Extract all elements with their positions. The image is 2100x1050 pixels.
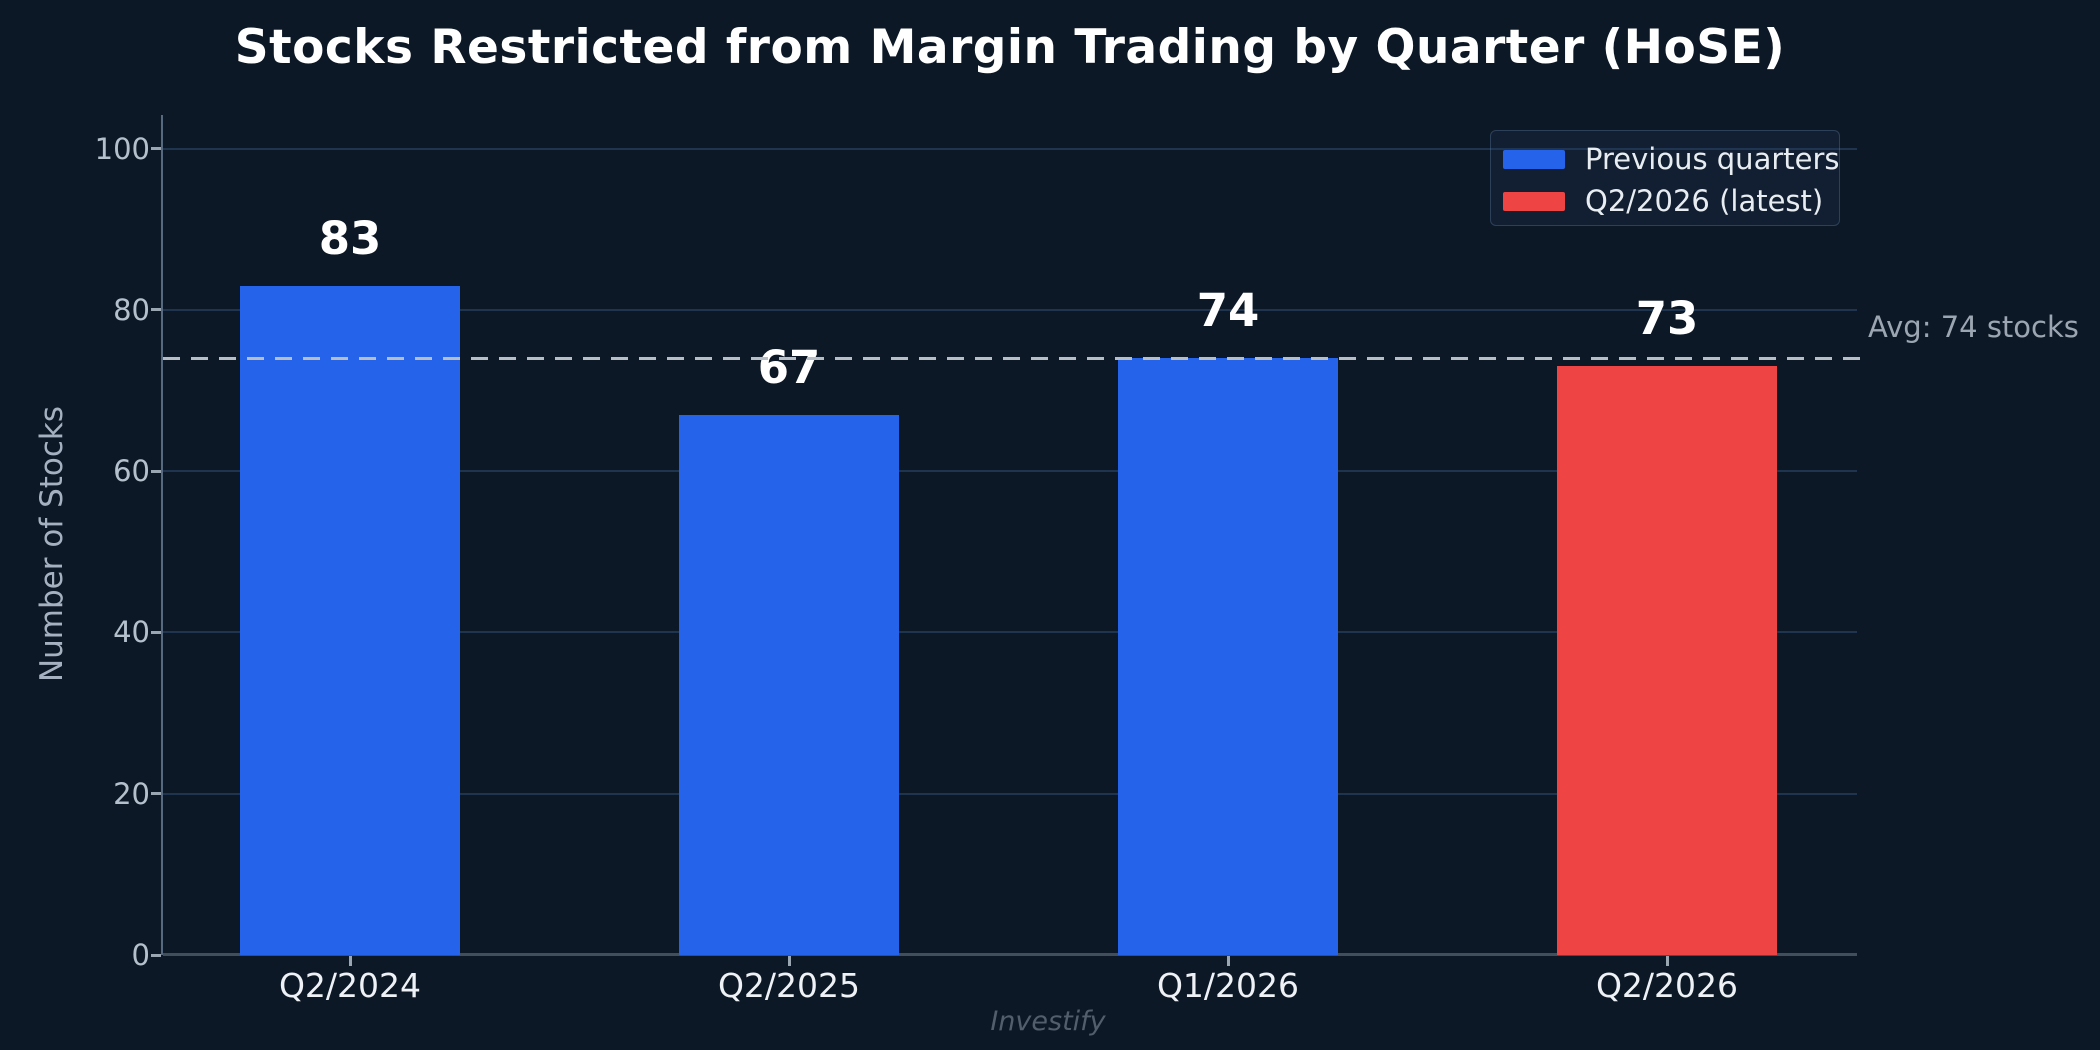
x-tick-label-Q1/2026: Q1/2026 [1156, 966, 1300, 1005]
y-tick-label-80: 80 [113, 292, 150, 327]
gridline-100 [163, 147, 1857, 150]
y-tick-mark-20 [151, 792, 161, 796]
y-tick-mark-80 [151, 308, 161, 312]
y-tick-mark-60 [151, 469, 161, 473]
average-dashed-line [163, 356, 1860, 360]
x-tick-label-Q2/2026: Q2/2026 [1595, 966, 1739, 1005]
bar-Q2/2026 [1557, 366, 1777, 955]
bar-Q2/2025 [679, 414, 899, 955]
average-annotation: Avg: 74 stocks [1868, 310, 2079, 344]
x-tick-mark [1665, 956, 1669, 966]
y-tick-label-100: 100 [94, 131, 150, 166]
x-tick-mark [348, 956, 352, 966]
gridline-20 [163, 792, 1857, 795]
bar-Q2/2024 [240, 285, 460, 955]
bar-value-label: 73 [1635, 292, 1699, 346]
y-tick-label-60: 60 [113, 454, 150, 489]
y-tick-label-40: 40 [113, 615, 150, 650]
gridline-60 [163, 470, 1857, 473]
y-tick-label-20: 20 [113, 776, 150, 811]
bar-value-label: 83 [318, 211, 382, 265]
watermark: Investify [990, 1006, 1106, 1037]
gridline-40 [163, 631, 1857, 634]
legend: Previous quarters Q2/2026 (latest) [1490, 130, 1840, 226]
y-axis-line [161, 115, 163, 955]
x-tick-mark [1226, 956, 1230, 966]
legend-swatch-red-icon [1503, 191, 1565, 211]
bar-Q1/2026 [1118, 358, 1338, 955]
y-tick-mark-0 [151, 953, 161, 957]
x-tick-label-Q2/2024: Q2/2024 [278, 966, 422, 1005]
x-axis-line [163, 953, 1857, 956]
chart-title: Stocks Restricted from Margin Trading by… [234, 20, 1786, 75]
y-tick-mark-40 [151, 630, 161, 634]
bar-value-label: 67 [757, 340, 821, 394]
legend-swatch-blue-icon [1503, 149, 1565, 169]
legend-label: Q2/2026 (latest) [1585, 184, 1824, 218]
x-tick-label-Q2/2025: Q2/2025 [717, 966, 861, 1005]
bar-value-label: 74 [1196, 284, 1260, 338]
y-tick-label-0: 0 [131, 938, 150, 972]
y-tick-mark-100 [151, 147, 161, 150]
legend-item-latest-quarter: Q2/2026 (latest) [1503, 180, 1839, 222]
x-tick-mark [787, 956, 791, 966]
legend-label: Previous quarters [1585, 142, 1840, 176]
gridline-80 [163, 308, 1857, 311]
legend-item-previous-quarters: Previous quarters [1503, 138, 1840, 180]
